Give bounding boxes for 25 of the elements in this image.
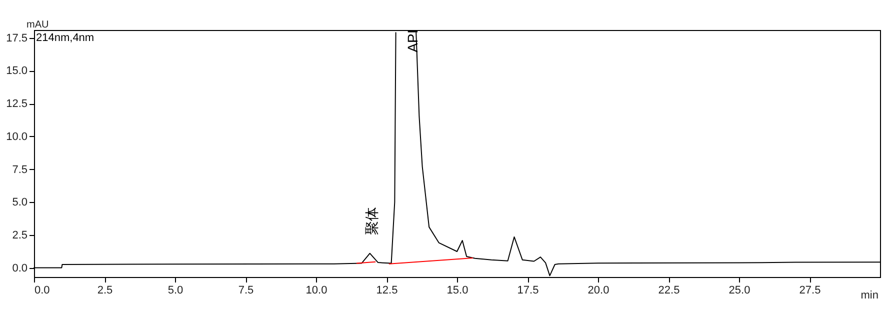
y-tick-label: 15.0 [6,65,28,78]
x-tick-label: 25.0 [728,284,750,296]
x-tick-label: 5.0 [168,284,184,296]
x-tick-label: 12.5 [376,284,398,296]
y-tick-label: 2.5 [12,229,28,242]
annotation: 214nm,4nm [36,32,94,44]
x-tick-label: 27.5 [799,284,821,296]
y-tick-label: 5.0 [12,196,28,209]
x-axis-title: min [860,290,878,302]
y-tick-label: 10.0 [6,130,28,143]
x-tick-label: 22.5 [658,284,680,296]
x-tick-label: 0.0 [34,284,50,296]
y-tick-label: 17.5 [6,32,28,44]
annotation: API [404,30,420,52]
y-axis-title: mAU [26,20,49,30]
x-tick-label: 10.0 [306,284,328,296]
y-tick-label: 12.5 [6,98,28,110]
y-tick-label: 7.5 [12,164,28,176]
y-tick-label: 0.0 [12,262,28,274]
x-tick-label: 15.0 [446,284,468,296]
x-tick-label: 7.5 [238,284,254,296]
x-tick-label: 20.0 [588,284,610,296]
annotation: 聚体 [363,206,380,235]
x-tick-label: 2.5 [97,284,113,296]
x-tick-label: 17.5 [517,284,539,296]
